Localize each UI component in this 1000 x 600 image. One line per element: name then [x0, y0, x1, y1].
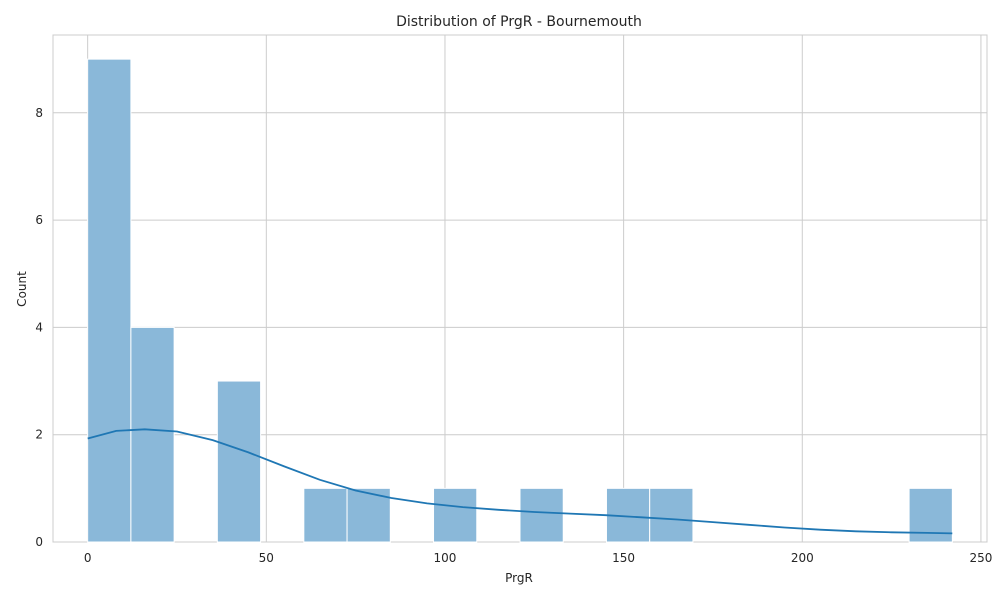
histogram-bar — [519, 487, 564, 543]
x-tick-labels: 0 50 100 150 200 250 — [84, 551, 993, 565]
y-tick-label: 2 — [35, 428, 43, 442]
x-tick-label: 100 — [434, 551, 457, 565]
histogram-bar — [130, 326, 175, 543]
y-tick-labels: 0 2 4 6 8 — [35, 106, 43, 549]
grid — [52, 34, 988, 543]
histogram-bar — [303, 487, 348, 543]
x-axis-label: PrgR — [505, 571, 533, 585]
histogram-bar — [649, 487, 694, 543]
x-tick-label: 200 — [791, 551, 814, 565]
bars — [87, 58, 953, 543]
kde-curve — [87, 428, 953, 535]
y-tick-label: 4 — [35, 320, 43, 334]
x-tick-label: 150 — [612, 551, 635, 565]
histogram-bar — [216, 380, 262, 543]
histogram-bar — [433, 487, 478, 543]
x-tick-label: 0 — [84, 551, 92, 565]
y-tick-label: 6 — [35, 213, 43, 227]
plot-area — [53, 35, 987, 542]
histogram-bar — [87, 58, 132, 543]
y-axis-label: Count — [15, 271, 29, 307]
x-tick-label: 50 — [259, 551, 274, 565]
y-tick-label: 0 — [35, 535, 43, 549]
x-tick-label: 250 — [969, 551, 992, 565]
histogram-bar — [346, 487, 391, 543]
chart-title: Distribution of PrgR - Bournemouth — [396, 14, 642, 30]
y-tick-label: 8 — [35, 106, 43, 120]
